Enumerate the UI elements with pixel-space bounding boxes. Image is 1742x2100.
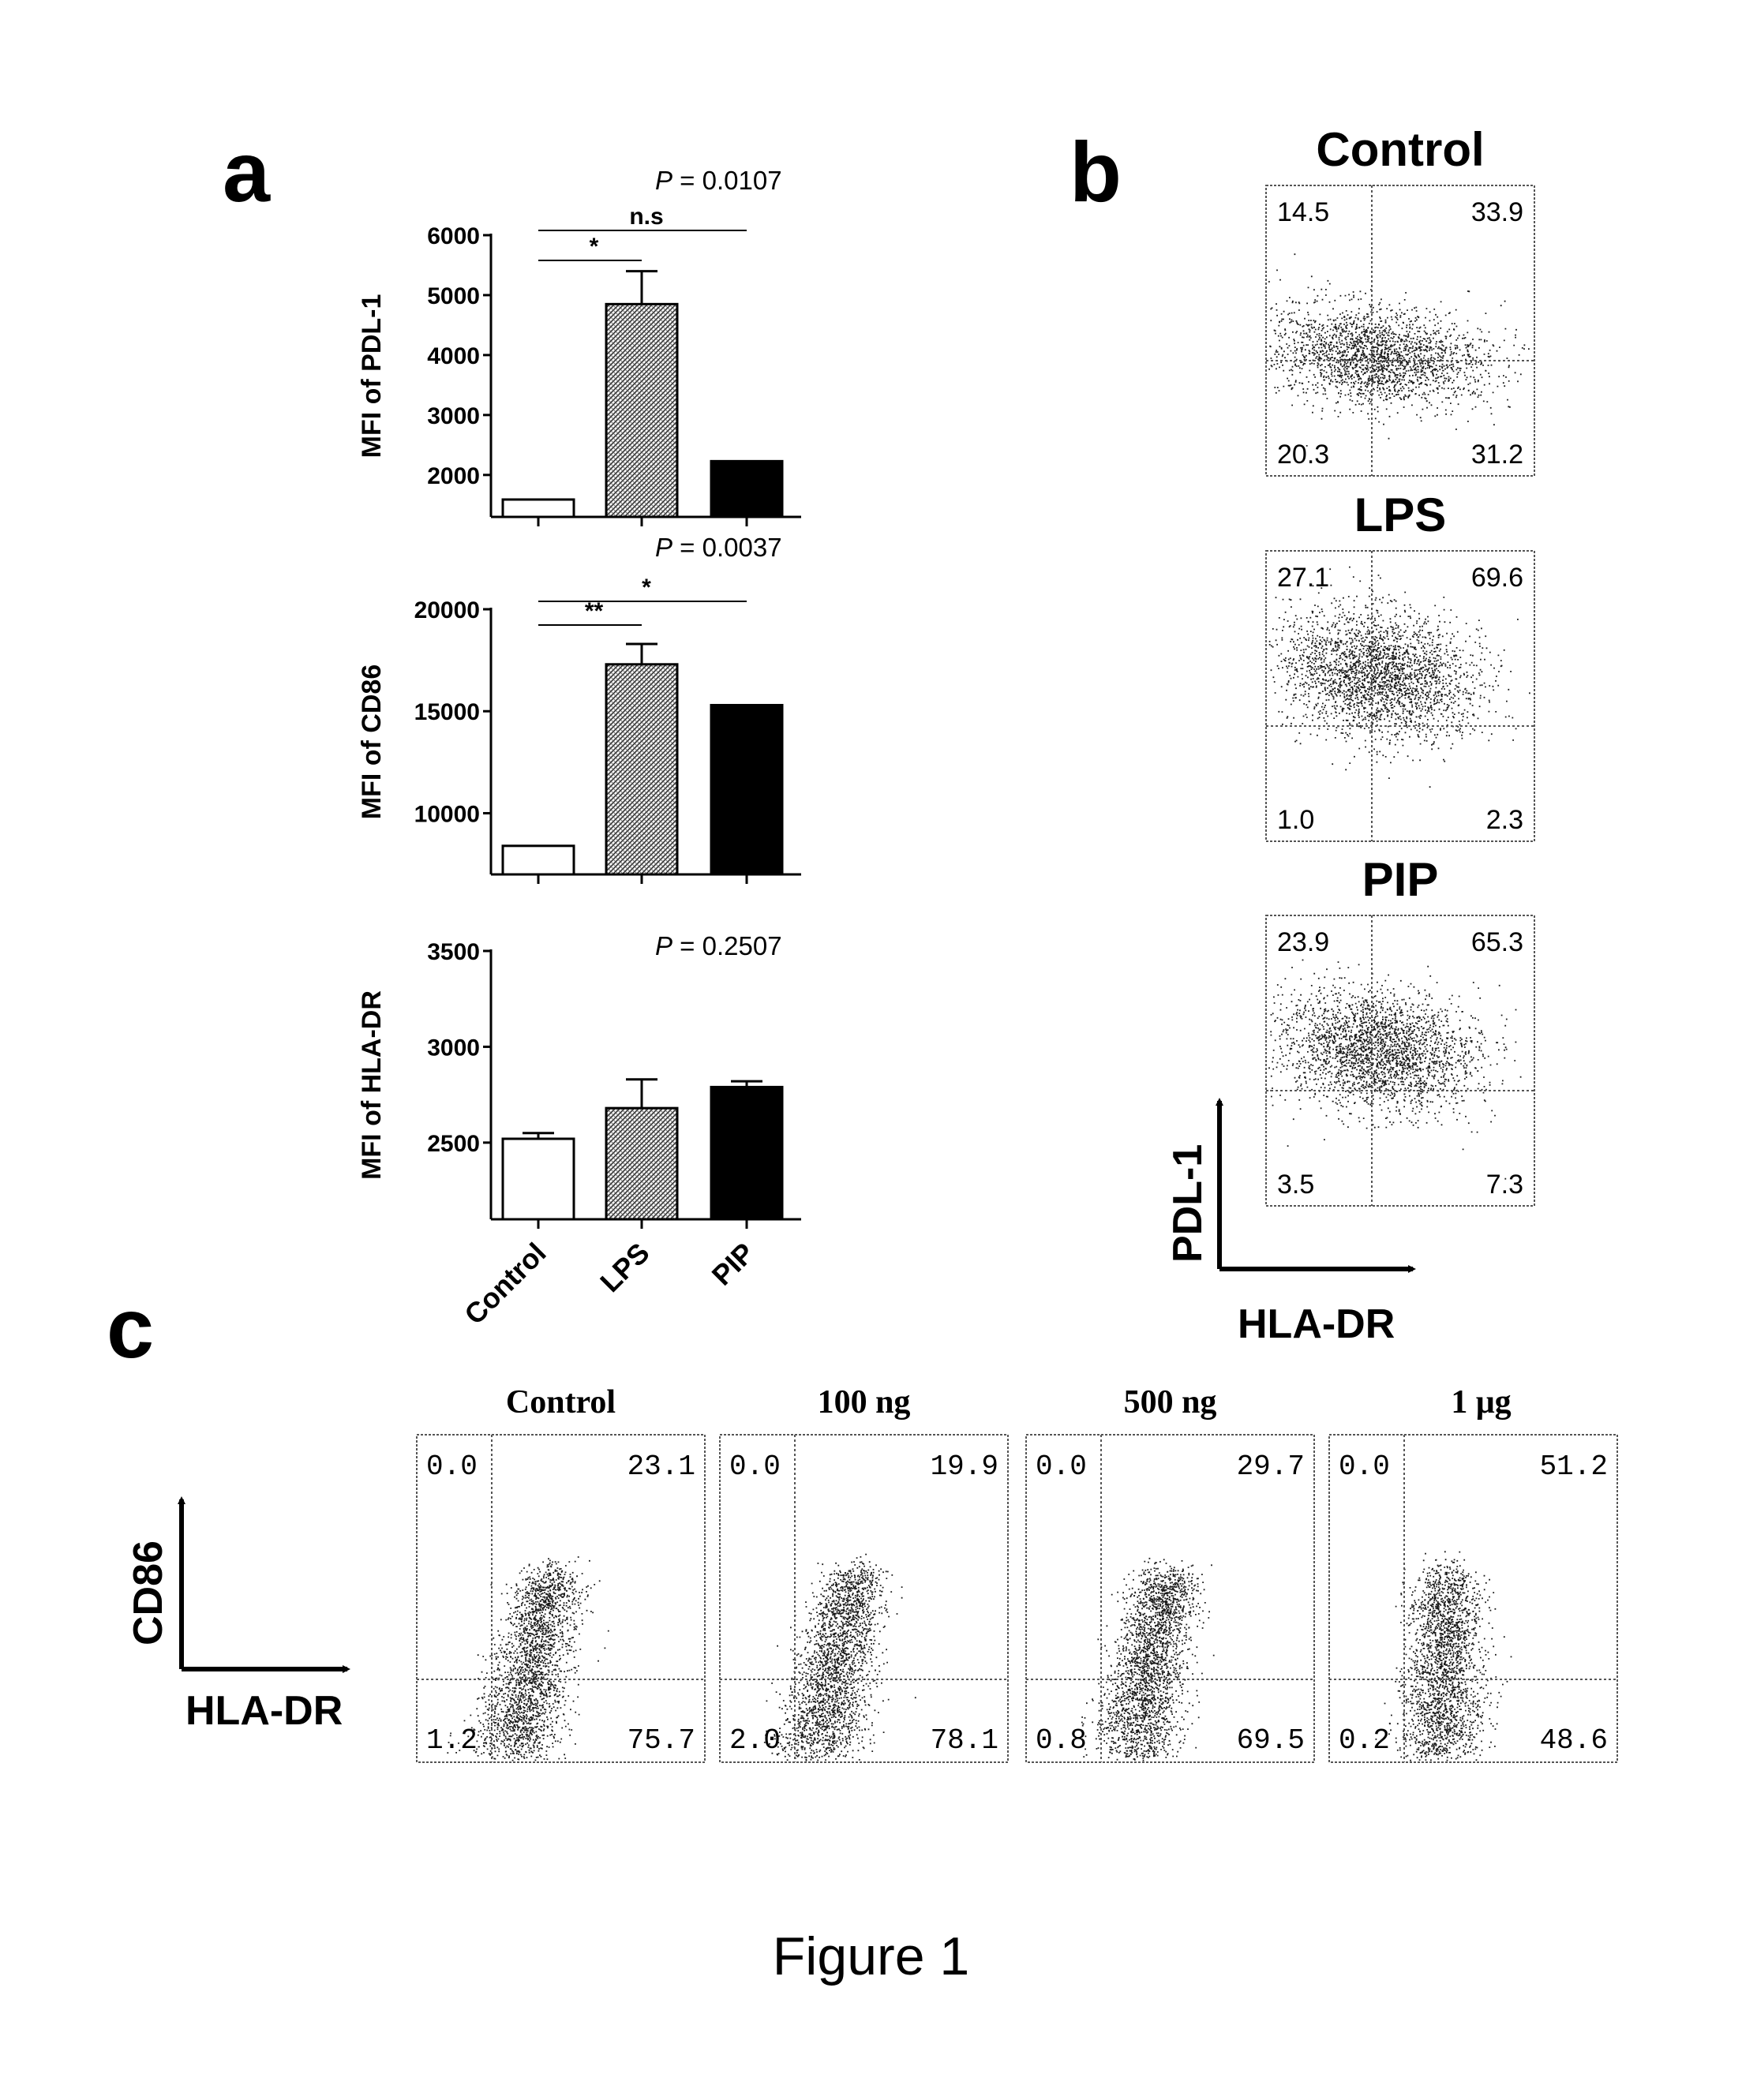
category-label: Control <box>458 1237 552 1331</box>
y-tick-label: 10000 <box>414 801 480 827</box>
quadrant-lower-right: 48.6 <box>1540 1724 1608 1757</box>
quadrant-upper-left: 0.0 <box>729 1451 781 1483</box>
plot-frame <box>417 1435 705 1762</box>
p-value-label: P = 0.0107 <box>655 166 782 195</box>
quadrant-lower-right: 7.3 <box>1486 1170 1523 1200</box>
flow-plot: 27.1 69.6 1.0 2.3 LPS <box>1266 489 1534 841</box>
category-label: PIP <box>706 1237 761 1292</box>
bar-control <box>503 500 574 517</box>
p-value: = 0.2507 <box>672 931 782 960</box>
y-axis-label: MFI of HLA-DR <box>357 990 387 1180</box>
plot-title: LPS <box>1354 489 1447 541</box>
quadrant-lower-right: 78.1 <box>931 1724 998 1757</box>
quadrant-lower-right: 2.3 <box>1486 805 1523 835</box>
bar-pip <box>711 461 782 517</box>
y-tick-label: 5000 <box>427 283 480 309</box>
y-tick-label: 3000 <box>427 1035 480 1061</box>
quadrant-lower-left: 1.0 <box>1277 805 1314 835</box>
quadrant-upper-right: 29.7 <box>1237 1451 1305 1483</box>
bar-lps <box>606 304 677 517</box>
quadrant-upper-left: 14.5 <box>1277 197 1329 227</box>
plot-title: Control <box>506 1384 616 1421</box>
bar-chart-cd86: 100001500020000MFI of CD86P = 0.0037*** <box>357 533 801 884</box>
quadrant-upper-right: 23.1 <box>627 1451 695 1483</box>
plot-frame <box>1026 1435 1314 1762</box>
quadrant-upper-right: 33.9 <box>1471 197 1523 227</box>
y-axis-label: MFI of PDL-1 <box>357 294 387 459</box>
p-value: = 0.0107 <box>672 166 782 195</box>
y-tick-label: 4000 <box>427 343 480 369</box>
plot-title: 500 ng <box>1124 1384 1217 1421</box>
flow-plot: 0.0 19.9 2.0 78.1 100 ng <box>720 1384 1008 1762</box>
quadrant-upper-left: 23.9 <box>1277 927 1329 957</box>
plot-title: Control <box>1316 123 1484 176</box>
p-value-label: P = 0.0037 <box>655 533 782 562</box>
flow-plot: 0.0 29.7 0.8 69.5 500 ng <box>1026 1384 1314 1762</box>
bar-control <box>503 1139 574 1219</box>
quadrant-lower-right: 31.2 <box>1471 440 1523 470</box>
axis-label-cd86: CD86 <box>125 1540 171 1645</box>
flow-plot: 14.5 33.9 20.3 31.2 Control <box>1266 123 1534 476</box>
y-tick-label: 2500 <box>427 1131 480 1157</box>
bar-chart-hladr: 2500 3000 3500 MFI of HLA-DR P = 0.2507 Contr… <box>357 931 801 1331</box>
quadrant-upper-left: 0.0 <box>1036 1451 1087 1483</box>
axis-label-pdl1: PDL-1 <box>1165 1144 1211 1263</box>
flow-plots-panel-b: 14.5 33.9 20.3 31.2 Control 27.1 69.6 1.0 2.3 LPS… <box>1266 123 1534 1206</box>
bar-lps <box>606 664 677 874</box>
quadrant-upper-left: 27.1 <box>1277 563 1329 593</box>
bar-control <box>503 846 574 874</box>
flow-plot: 0.0 23.1 1.2 75.7 Control <box>417 1384 705 1762</box>
p-value-label: P = 0.2507 <box>655 931 782 960</box>
quadrant-upper-left: 0.0 <box>426 1451 478 1483</box>
y-axis-label: MFI of CD86 <box>357 664 387 819</box>
quadrant-upper-right: 19.9 <box>931 1451 998 1483</box>
bar-lps <box>606 1108 677 1219</box>
quadrant-lower-left: 0.2 <box>1339 1724 1390 1757</box>
y-tick-label: 3000 <box>427 403 480 429</box>
plot-title: 100 ng <box>818 1384 911 1421</box>
p-symbol: P <box>655 166 672 195</box>
quadrant-upper-right: 69.6 <box>1471 563 1523 593</box>
y-tick-label: 20000 <box>414 597 480 623</box>
quadrant-lower-right: 69.5 <box>1237 1724 1305 1757</box>
quadrant-lower-left: 3.5 <box>1277 1170 1314 1200</box>
quadrant-lower-left: 1.2 <box>426 1724 478 1757</box>
quadrant-upper-left: 0.0 <box>1339 1451 1390 1483</box>
y-tick-label: 6000 <box>427 223 480 249</box>
panel-letter-a: a <box>223 124 271 219</box>
plot-title: PIP <box>1362 853 1439 906</box>
bar-chart-pdl1: 2000 3000 4000 5000 6000 MFI of PDL-1 P = 0.01… <box>357 166 801 526</box>
quadrant-lower-left: 20.3 <box>1277 440 1329 470</box>
flow-plot: 0.0 51.2 0.2 48.6 1 μg <box>1329 1384 1617 1762</box>
significance-label: * <box>642 575 651 601</box>
figure-caption: Figure 1 <box>0 1926 1742 1987</box>
flow-plot: 23.9 65.3 3.5 7.3 PIP <box>1266 853 1534 1206</box>
panel-letter-c: c <box>107 1280 154 1376</box>
plot-frame <box>1266 551 1534 841</box>
axis-legend-panel-c: CD86 HLA-DR <box>125 1499 347 1734</box>
quadrant-lower-left: 2.0 <box>729 1724 781 1757</box>
plot-title: 1 μg <box>1451 1384 1511 1421</box>
axis-label-hladr-b: HLA-DR <box>1238 1301 1395 1347</box>
quadrant-lower-right: 75.7 <box>627 1724 695 1757</box>
p-value: = 0.0037 <box>672 533 782 562</box>
p-symbol: P <box>655 931 672 960</box>
quadrant-upper-right: 65.3 <box>1471 927 1523 957</box>
significance-label: * <box>590 234 599 260</box>
quadrant-upper-right: 51.2 <box>1540 1451 1608 1483</box>
y-tick-label: 15000 <box>414 699 480 725</box>
significance-label: n.s <box>629 204 663 230</box>
bar-pip <box>711 705 782 874</box>
axis-label-hladr-c: HLA-DR <box>185 1688 343 1734</box>
panel-letter-b: b <box>1070 124 1122 219</box>
bar-pip <box>711 1087 782 1219</box>
plot-frame <box>1266 185 1534 476</box>
p-symbol: P <box>655 533 672 562</box>
y-tick-label: 3500 <box>427 939 480 965</box>
category-label: LPS <box>594 1237 655 1298</box>
quadrant-lower-left: 0.8 <box>1036 1724 1087 1757</box>
flow-plots-panel-c: 0.0 23.1 1.2 75.7 Control 0.0 19.9 2.0 78.1 100 n… <box>417 1384 1617 1762</box>
y-tick-label: 2000 <box>427 463 480 489</box>
